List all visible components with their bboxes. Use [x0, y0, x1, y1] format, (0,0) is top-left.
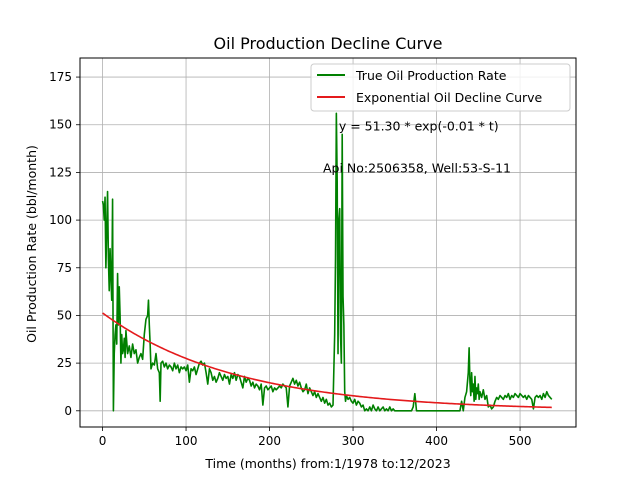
chart-title: Oil Production Decline Curve: [214, 34, 443, 53]
axes-frame: [79, 57, 577, 428]
x-tick-label: 200: [258, 434, 281, 448]
annotations: y = 51.30 * exp(-0.01 * t) Api No:2506358…: [323, 118, 511, 175]
legend: True Oil Production Rate Exponential Oil…: [310, 63, 571, 112]
y-tick-label: 75: [57, 261, 72, 275]
y-tick-label: 175: [49, 70, 72, 84]
legend-label-exp-curve: Exponential Oil Decline Curve: [356, 90, 543, 105]
annotation-fit-equation: y = 51.30 * exp(-0.01 * t): [339, 118, 499, 133]
x-tick-label: 100: [175, 434, 198, 448]
y-tick-label: 0: [64, 404, 72, 418]
y-tick-label: 125: [49, 165, 72, 179]
y-tick-label: 100: [49, 213, 72, 227]
x-tick-label: 400: [425, 434, 448, 448]
y-axis-label: Oil Production Rate (bbl/month): [24, 145, 39, 343]
y-tick-label: 50: [57, 308, 72, 322]
plot-series: [101, 112, 553, 412]
legend-box: [310, 63, 571, 112]
legend-label-true-rate: True Oil Production Rate: [355, 68, 507, 83]
x-tick-label: 0: [99, 434, 107, 448]
x-tick-label: 300: [342, 434, 365, 448]
annotation-well-info: Api No:2506358, Well:53-S-11: [323, 160, 511, 175]
x-tick-label: 500: [509, 434, 532, 448]
series-exponential-decline-curve: [102, 312, 552, 409]
axis-ticks: 0 100 200 300 400 500 0 25 50 75 100 125 150 175: [49, 70, 531, 448]
x-axis-label: Time (months) from:1/1978 to:12/2023: [204, 456, 450, 471]
y-tick-label: 150: [49, 118, 72, 132]
y-tick-label: 25: [57, 356, 72, 370]
